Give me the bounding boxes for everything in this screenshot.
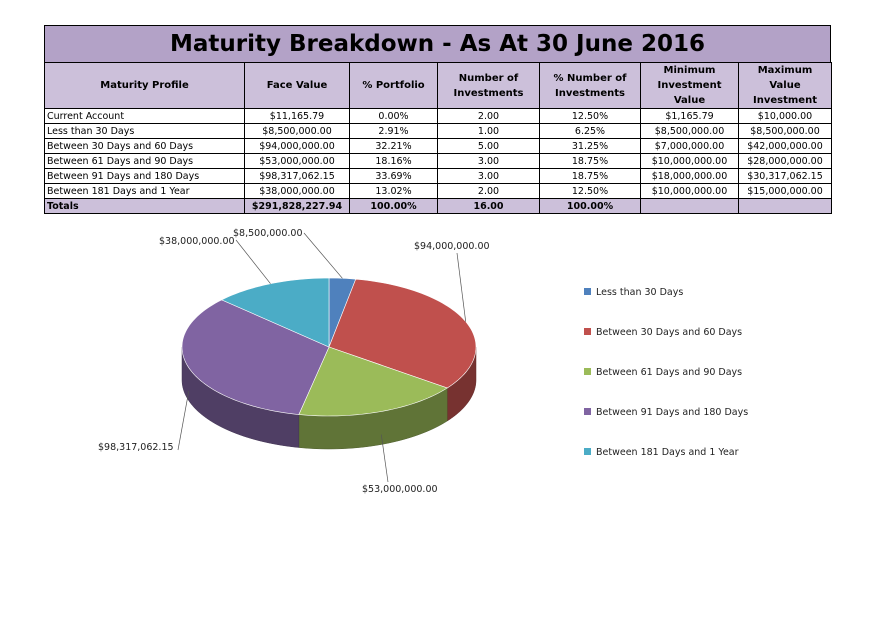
legend-swatch [584,288,591,295]
pie-leader-line [177,390,190,451]
table-row: Between 181 Days and 1 Year $38,000,000.… [44,183,832,199]
legend-label: Between 91 Days and 180 Days [596,407,748,418]
legend-label: Between 181 Days and 1 Year [596,447,739,458]
legend-swatch [584,328,591,335]
pie-slice [298,346,448,417]
totals-cell: Totals [44,198,245,214]
pie-leader-line [303,232,343,279]
pie-slice [220,277,330,348]
pie-data-label: $8,500,000.00 [233,228,303,239]
totals-cell: 100.00% [539,198,641,214]
column-header: Maturity Profile [44,62,245,109]
pie-slice [181,299,330,415]
pie-data-label: $94,000,000.00 [414,241,490,252]
table-header-row: Maturity Profile Face Value % Portfolio … [44,62,832,109]
pie-legend: Less than 30 Days Between 30 Days and 60 … [584,287,748,458]
pie-side-walls [181,346,477,450]
totals-cell: 16.00 [437,198,540,214]
maturity-table: Maturity Profile Face Value % Portfolio … [44,62,832,214]
report-title: Maturity Breakdown - As At 30 June 2016 [170,31,705,57]
column-header: Minimum Investment Value [640,62,739,109]
legend-swatch [584,448,591,455]
totals-cell: $291,828,227.94 [244,198,350,214]
table-row: Less than 30 Days $8,500,000.00 2.91% 1.… [44,123,832,139]
pie-leader-line [235,239,271,284]
totals-cell [738,198,832,214]
legend-label: Between 30 Days and 60 Days [596,327,742,338]
legend-swatch [584,368,591,375]
pie-slices [181,277,477,417]
pie-data-label: $38,000,000.00 [159,236,235,247]
report-title-bar: Maturity Breakdown - As At 30 June 2016 [44,25,831,62]
column-header: Face Value [244,62,350,109]
table-row: Between 91 Days and 180 Days $98,317,062… [44,168,832,184]
column-header: Number of Investments [437,62,540,109]
pie-data-label: $53,000,000.00 [362,484,438,495]
pie-data-label: $98,317,062.15 [98,442,174,453]
legend-label: Between 61 Days and 90 Days [596,367,742,378]
column-header: Maximum Value Investment [738,62,832,109]
legend-swatch [584,408,591,415]
column-header: % Number of Investments [539,62,641,109]
table-row: Between 30 Days and 60 Days $94,000,000.… [44,138,832,154]
pie-data-labels: $8,500,000.00 $94,000,000.00 $53,000,000.0… [98,228,490,495]
pie-leader-line [380,434,389,483]
totals-row: Totals $291,828,227.94 100.00% 16.00 100… [44,198,832,214]
legend-label: Less than 30 Days [596,287,683,298]
totals-cell [640,198,739,214]
pie-leader-line [456,252,467,322]
maturity-report: Maturity Breakdown - As At 30 June 2016 … [44,25,832,214]
